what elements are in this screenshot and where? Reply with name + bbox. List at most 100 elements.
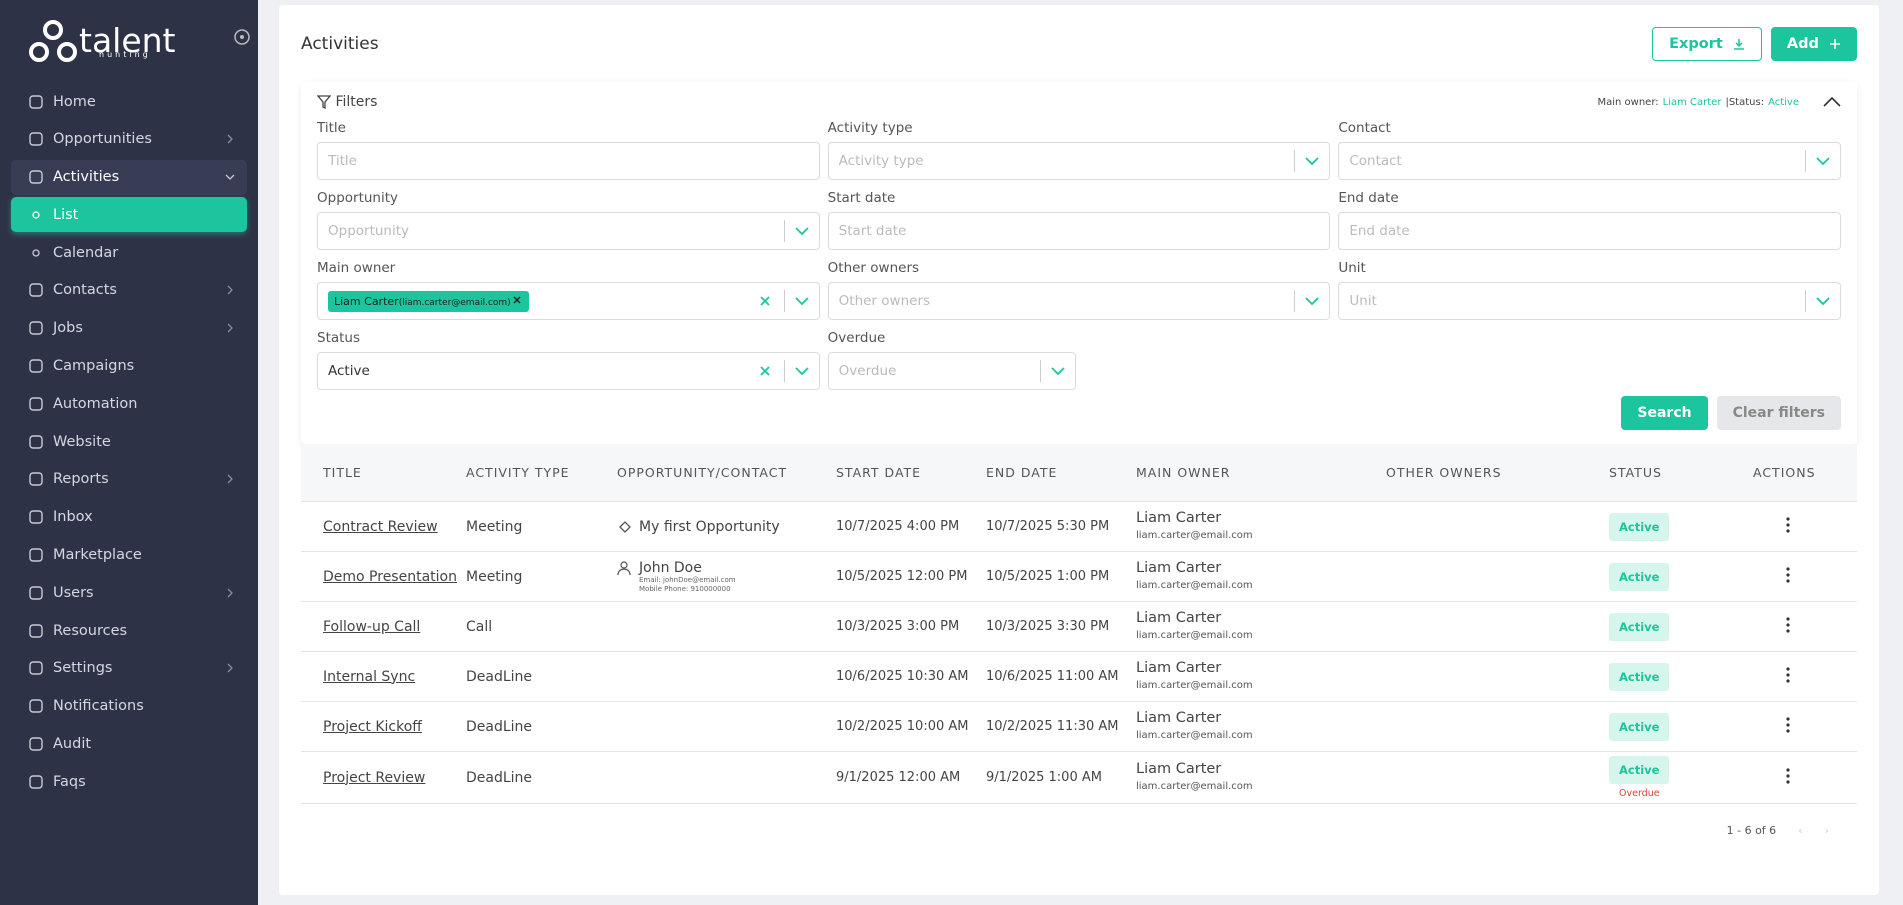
separator bbox=[1804, 290, 1806, 312]
actions[interactable] bbox=[1753, 767, 1857, 788]
dropdown-arrow bbox=[795, 296, 809, 306]
actions[interactable] bbox=[1753, 566, 1857, 587]
nav-item[interactable]: Contacts bbox=[11, 273, 247, 308]
pin-toggle[interactable] bbox=[233, 28, 251, 46]
end-date: 10/5/2025 1:00 PM bbox=[986, 569, 1110, 584]
clear-icon-shape bbox=[760, 296, 770, 306]
field-label: Opportunity bbox=[317, 190, 399, 206]
activity-title[interactable]: Project Review bbox=[323, 769, 426, 786]
dropdown-arrow bbox=[1305, 296, 1319, 306]
activity-title[interactable]: Follow-up Call bbox=[323, 618, 421, 635]
dropdown-arrow-shape bbox=[1305, 297, 1319, 306]
activity-title[interactable]: Project Kickoff bbox=[323, 718, 422, 735]
field-input[interactable]: Activity type bbox=[827, 142, 1331, 180]
activity-title[interactable]: Internal Sync bbox=[323, 668, 416, 685]
field-input[interactable]: Unit bbox=[1338, 282, 1841, 320]
dropdown-arrow-shape bbox=[1305, 157, 1319, 166]
actions[interactable] bbox=[1753, 666, 1857, 687]
nav-chevron-shape bbox=[227, 663, 233, 673]
filter-field: Status Active bbox=[317, 330, 820, 390]
kebab-menu-shape bbox=[1786, 767, 1790, 784]
owner: Liam Carter liam.carter@email.com bbox=[1136, 560, 1386, 594]
nav-item[interactable]: Home bbox=[11, 84, 247, 119]
status-badge: Active bbox=[1609, 512, 1670, 541]
export-button[interactable]: Export bbox=[1652, 26, 1762, 61]
nav-item[interactable]: Settings bbox=[11, 651, 247, 686]
start-date: 10/7/2025 4:00 PM bbox=[836, 519, 960, 534]
filter-icon bbox=[317, 95, 331, 109]
next-page[interactable]: › bbox=[1824, 823, 1829, 837]
add-button[interactable]: Add bbox=[1770, 26, 1857, 61]
nav-icon bbox=[27, 168, 45, 186]
nav-item[interactable]: Faqs bbox=[11, 764, 247, 799]
activity-title[interactable]: Contract Review bbox=[323, 518, 438, 535]
nav-label: Faqs bbox=[53, 773, 86, 790]
collapse-toggle[interactable] bbox=[1823, 96, 1841, 108]
clear-button[interactable]: Clear filters bbox=[1716, 396, 1841, 430]
nav-item[interactable]: Users bbox=[11, 575, 247, 610]
link: John Doe Email: johnDoe@email.com Mobile P… bbox=[617, 560, 836, 594]
nav-item[interactable]: Resources bbox=[11, 613, 247, 648]
field-input[interactable]: End date bbox=[1338, 212, 1841, 250]
cell: Meeting bbox=[466, 519, 617, 535]
nav-chevron bbox=[225, 663, 235, 673]
owner-name: Liam Carter bbox=[1136, 559, 1222, 576]
field-placeholder: Unit bbox=[1349, 293, 1377, 309]
nav-item[interactable]: Notifications bbox=[11, 689, 247, 724]
cell: 10/5/2025 1:00 PM bbox=[986, 569, 1136, 584]
start-date: 10/6/2025 10:30 AM bbox=[836, 669, 969, 684]
actions[interactable] bbox=[1753, 716, 1857, 737]
field-input[interactable]: Start date bbox=[827, 212, 1331, 250]
actions[interactable] bbox=[1753, 516, 1857, 537]
field-input[interactable]: Other owners bbox=[827, 282, 1331, 320]
nav-item[interactable]: Automation bbox=[11, 386, 247, 421]
status-cell: Active bbox=[1609, 662, 1753, 691]
field-label: Main owner bbox=[317, 260, 396, 276]
nav-item[interactable]: Marketplace bbox=[11, 538, 247, 573]
nav-label: Website bbox=[53, 433, 111, 450]
activity-type: Meeting bbox=[466, 568, 523, 585]
nav-item[interactable]: Website bbox=[11, 424, 247, 459]
nav-item[interactable]: Jobs bbox=[11, 311, 247, 346]
field-input[interactable]: Overdue bbox=[827, 352, 1076, 390]
brand: talent bbox=[79, 21, 176, 60]
nav-icon bbox=[27, 281, 45, 299]
nav-item[interactable]: Campaigns bbox=[11, 349, 247, 384]
tagline: hunting bbox=[99, 50, 151, 59]
nav-item[interactable]: Activities bbox=[11, 159, 247, 195]
nav-item[interactable]: Calendar bbox=[11, 235, 247, 270]
dropdown-arrow-shape bbox=[795, 297, 809, 306]
page-header: Activities Export Add bbox=[301, 5, 1857, 82]
nav-item[interactable]: Reports bbox=[11, 462, 247, 497]
cell: Internal Sync bbox=[323, 669, 466, 685]
separator bbox=[1294, 290, 1296, 312]
nav-item[interactable]: Audit bbox=[11, 727, 247, 762]
field-input[interactable]: Contact bbox=[1338, 142, 1841, 180]
actions[interactable] bbox=[1753, 616, 1857, 637]
chip-remove-shape bbox=[513, 295, 521, 304]
nav-item[interactable]: Inbox bbox=[11, 500, 247, 535]
cell: Contract Review bbox=[323, 519, 466, 535]
logo[interactable]: talent hunting bbox=[27, 18, 250, 64]
nav-item[interactable]: List bbox=[11, 197, 247, 233]
nav-chevron-shape bbox=[227, 475, 233, 484]
search-button[interactable]: Search bbox=[1621, 396, 1708, 430]
nav-icon bbox=[27, 622, 45, 640]
filters-header: Filters Main owner: Liam Carter |Status: Ac… bbox=[317, 94, 1841, 110]
prev-page[interactable]: ‹ bbox=[1798, 823, 1803, 837]
summary-key: Main owner: bbox=[1597, 96, 1659, 108]
filter-field: Activity type Activity type bbox=[827, 120, 1331, 180]
field-input[interactable]: Title bbox=[317, 142, 820, 180]
dropdown-arrow bbox=[1816, 296, 1830, 306]
nav-icon bbox=[27, 735, 45, 753]
nav-icon bbox=[27, 130, 45, 148]
field-input[interactable]: Active bbox=[317, 352, 820, 390]
nav-icon-shape bbox=[29, 737, 43, 751]
activity-type: DeadLine bbox=[466, 718, 533, 735]
field-input[interactable]: Opportunity bbox=[317, 212, 820, 250]
nav-item[interactable]: Opportunities bbox=[11, 122, 247, 157]
field-input[interactable]: Liam Carter(liam.carter@email.com) bbox=[317, 282, 820, 320]
activity-title[interactable]: Demo Presentation bbox=[323, 568, 457, 585]
filter-field: End date End date bbox=[1338, 190, 1841, 250]
